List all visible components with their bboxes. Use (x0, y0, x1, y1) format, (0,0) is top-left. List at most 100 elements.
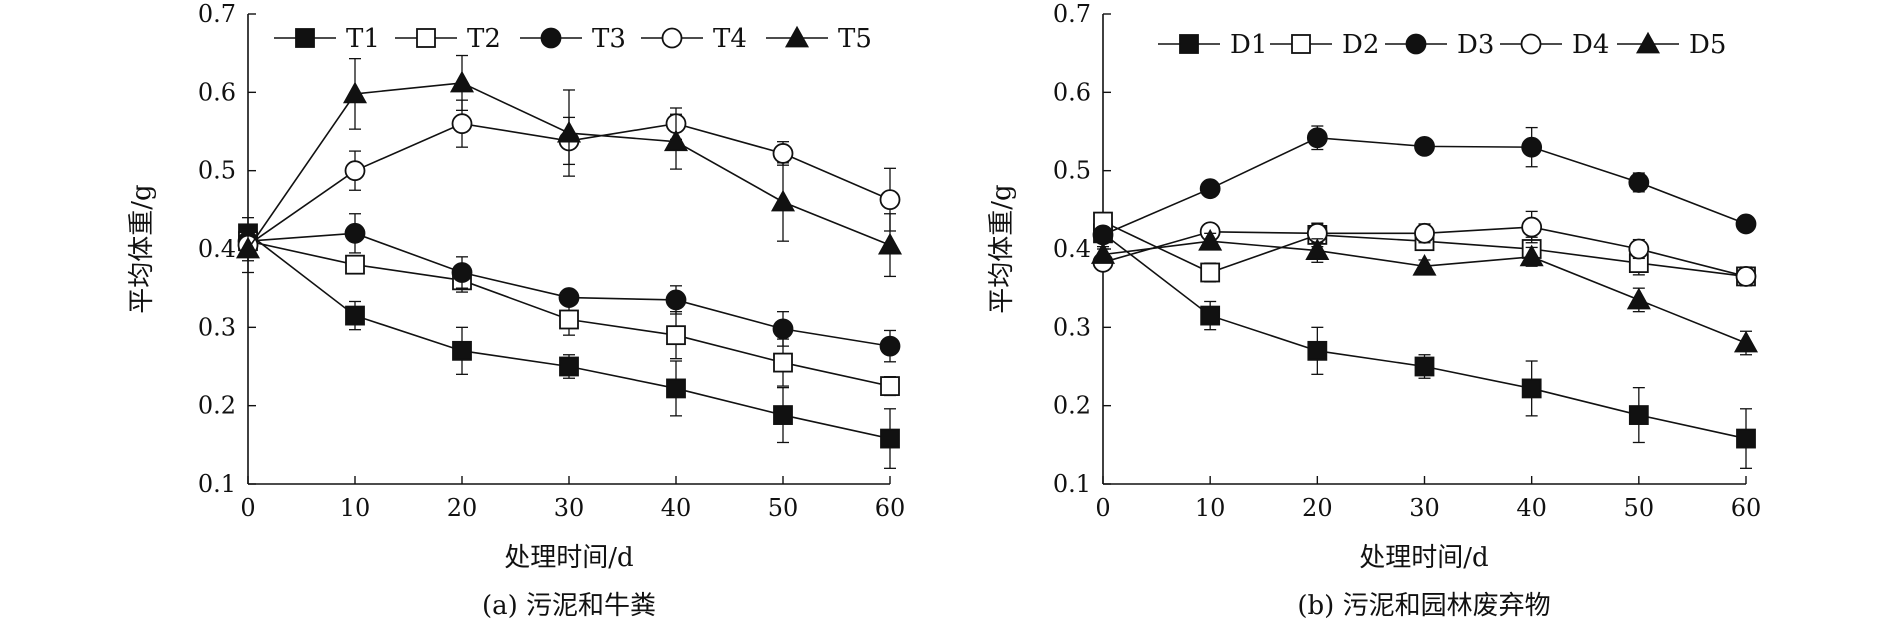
y-axis-title: 平均体重/g (127, 184, 157, 313)
data-point-D5 (1412, 253, 1437, 276)
x-tick-label: 30 (554, 494, 585, 522)
data-point-T4 (344, 160, 366, 182)
data-point-T5 (877, 232, 903, 255)
panel-caption: (b) 污泥和园林废弃物 (1297, 591, 1550, 621)
legend-item-D2: D2 (1270, 30, 1379, 60)
data-point-D4 (1735, 266, 1757, 287)
y-tick-label: 0.7 (1053, 0, 1091, 28)
legend-item-D5: D5 (1617, 30, 1726, 60)
y-tick-label: 0.1 (1053, 470, 1091, 498)
legend-item-D1: D1 (1158, 30, 1267, 60)
data-point-D3 (1521, 136, 1543, 158)
y-tick-label: 0.4 (198, 235, 236, 263)
data-point-T4 (451, 113, 473, 135)
legend-label: T1 (346, 24, 380, 54)
data-point-T2 (773, 352, 793, 373)
data-point-T1 (345, 305, 365, 326)
data-point-T3 (451, 262, 473, 283)
legend-label: T5 (838, 24, 872, 54)
data-point-T5 (556, 120, 582, 143)
data-point-D3 (1628, 172, 1650, 193)
series-line-T1 (247, 232, 891, 440)
legend-marker (1635, 31, 1661, 54)
data-point-D5 (1626, 287, 1651, 310)
legend-label: T2 (467, 24, 501, 54)
legend-item-D4: D4 (1500, 30, 1609, 60)
data-point-T4 (772, 143, 794, 164)
legend-item-T3: T3 (520, 24, 626, 54)
panel-caption: (a) 污泥和牛粪 (482, 591, 656, 621)
legend-label: D4 (1572, 30, 1609, 60)
legend-label: D2 (1342, 30, 1379, 60)
chart-panel-b: 0.1 0.2 0.3 0.4 0.5 0.6 0.7 0 10 20 30 40 50 60 处理时间/d… (987, 0, 1761, 621)
data-point-D5 (1305, 238, 1330, 260)
legend-marker (1520, 33, 1542, 55)
x-tick-label: 50 (768, 494, 799, 522)
legend-item-T4: T4 (641, 24, 747, 54)
data-point-D5 (1733, 330, 1759, 353)
data-point-D1 (1521, 378, 1542, 399)
y-tick-label: 0.7 (198, 0, 236, 28)
y-tick-label: 0.3 (1053, 313, 1091, 341)
x-tick-label: 20 (447, 494, 478, 522)
y-tick-label: 0.5 (1053, 157, 1091, 185)
series-T5 (235, 54, 903, 278)
y-tick-label: 0.1 (198, 470, 236, 498)
series-T3 (237, 213, 901, 363)
data-point-T1 (452, 340, 472, 361)
legend-item-D3: D3 (1385, 30, 1494, 60)
legend-marker (1179, 34, 1199, 54)
legend-label: D1 (1230, 30, 1267, 60)
x-axis-title: 处理时间/d (1359, 543, 1488, 573)
chart-panel-a: 0.1 0.2 0.3 0.4 0.5 0.6 0.7 0 10 20 30 40 50 60 处理时间/d… (127, 0, 905, 621)
data-point-T2 (345, 254, 365, 275)
legend-marker (416, 28, 436, 48)
data-point-D3 (1199, 178, 1221, 200)
data-point-D4 (1521, 216, 1543, 238)
data-point-T3 (665, 289, 687, 311)
y-tick-label: 0.2 (1053, 392, 1091, 420)
legend-label: D5 (1689, 30, 1726, 60)
x-tick-label: 20 (1302, 494, 1333, 522)
data-point-T1 (880, 428, 900, 449)
data-point-T2 (559, 309, 579, 330)
data-point-D1 (1200, 305, 1221, 326)
data-point-T5 (342, 81, 368, 104)
data-point-D2 (1200, 262, 1221, 283)
y-tick-label: 0.6 (198, 78, 236, 106)
data-point-D3 (1306, 127, 1328, 149)
x-tick-label: 60 (1731, 494, 1762, 522)
x-tick-label: 40 (661, 494, 692, 522)
y-tick-label: 0.4 (1053, 235, 1091, 263)
legend-marker (540, 27, 562, 49)
data-point-D1 (1736, 428, 1756, 449)
legend-label: D3 (1457, 30, 1494, 60)
data-point-D5 (1519, 244, 1544, 267)
y-axis-title: 平均体重/g (987, 184, 1017, 313)
x-tick-label: 0 (1095, 494, 1110, 522)
x-tick-label: 40 (1516, 494, 1547, 522)
data-point-D3 (1414, 135, 1435, 157)
data-point-T3 (344, 222, 366, 244)
legend: D1 D2 D3 D4 D5 (1158, 30, 1726, 60)
y-tick-label: 0.2 (198, 392, 236, 420)
x-tick-label: 50 (1624, 494, 1655, 522)
data-point-T1 (666, 378, 686, 399)
legend-item-T2: T2 (395, 24, 501, 54)
data-point-T2 (666, 325, 686, 346)
data-point-T5 (449, 70, 475, 93)
data-point-T4 (879, 189, 901, 211)
legend-marker (1405, 33, 1427, 55)
data-point-T3 (558, 287, 580, 308)
series-D3 (1092, 125, 1757, 246)
data-point-T5 (235, 236, 261, 259)
data-point-D1 (1628, 405, 1649, 425)
legend-marker (295, 28, 315, 48)
data-point-D5 (1198, 228, 1223, 251)
legend-marker (784, 25, 810, 48)
data-point-D3 (1092, 224, 1114, 246)
data-point-T2 (880, 376, 900, 396)
data-point-T5 (663, 129, 689, 152)
